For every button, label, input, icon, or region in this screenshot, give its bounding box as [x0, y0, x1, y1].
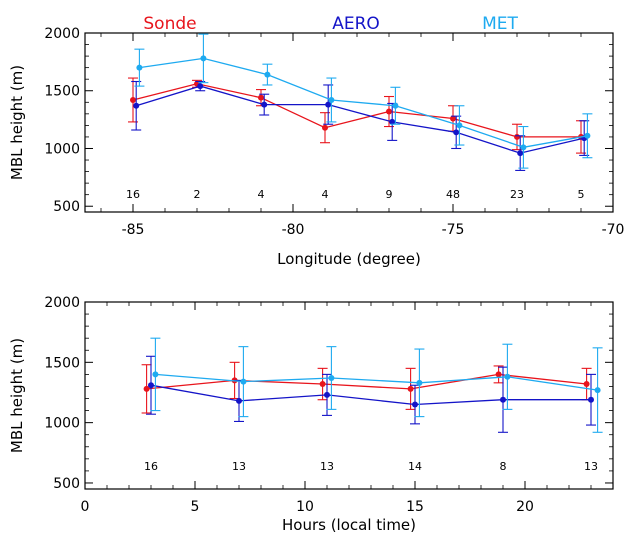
series-line	[136, 85, 585, 154]
y-tick-label: 1000	[44, 416, 80, 432]
data-point	[412, 401, 418, 408]
y-tick-label: 2000	[44, 295, 80, 311]
data-point	[392, 102, 399, 109]
sample-count-label: 9	[386, 188, 393, 201]
sample-count-label: 2	[194, 188, 201, 201]
data-point	[389, 118, 396, 125]
plot-frame	[84, 301, 614, 490]
sample-count-label: 16	[144, 460, 158, 473]
data-point	[450, 115, 456, 122]
series-line	[146, 373, 587, 390]
plot-frame	[84, 32, 614, 213]
data-point	[136, 64, 143, 71]
series-aero	[146, 355, 596, 433]
data-point	[514, 133, 520, 140]
data-point	[143, 385, 150, 392]
data-point	[324, 391, 330, 398]
y-tick-label: 500	[53, 476, 80, 492]
x-axis-title: Longitude (degree)	[277, 250, 421, 268]
sample-count-label: 23	[510, 188, 524, 201]
y-axis-title: MBL height (m)	[8, 338, 26, 453]
sample-count-label: 4	[322, 188, 329, 201]
x-axis-title: Hours (local time)	[282, 516, 416, 534]
x-tick-label: 0	[81, 499, 90, 515]
legend-label-met: MET	[482, 14, 518, 34]
x-tick-label: -80	[282, 222, 305, 238]
x-tick-label: -70	[602, 222, 625, 238]
data-point	[236, 397, 242, 404]
sample-count-label: 13	[584, 460, 598, 473]
series-line	[150, 384, 591, 406]
data-point	[240, 378, 247, 385]
series-line	[155, 373, 598, 391]
data-point	[456, 122, 463, 129]
data-point	[322, 124, 328, 131]
data-point	[200, 55, 207, 62]
legend-label-sonde: Sonde	[143, 14, 196, 34]
y-axis-title: MBL height (m)	[8, 65, 26, 180]
series-met	[150, 337, 603, 433]
y-tick-label: 500	[53, 199, 80, 215]
series-line	[132, 83, 581, 138]
data-point	[328, 96, 335, 103]
sample-count-label: 16	[126, 188, 140, 201]
data-point	[325, 101, 332, 108]
sample-count-label: 14	[408, 460, 422, 473]
x-tick-label: -85	[122, 222, 145, 238]
legend-label-aero: AERO	[332, 14, 380, 34]
y-tick-label: 1500	[44, 84, 80, 100]
sample-count-label: 48	[446, 188, 460, 201]
data-point	[495, 371, 502, 378]
data-point	[319, 381, 326, 388]
series-aero	[131, 80, 590, 171]
data-point	[130, 96, 136, 103]
data-point	[416, 379, 423, 386]
series-sonde	[128, 77, 586, 154]
data-point	[407, 385, 414, 392]
data-point	[588, 396, 594, 403]
panel-longitude: -85 -80 -75 -70 500 1000 1500 2000 Longitude (de…	[8, 14, 624, 268]
data-point	[328, 375, 335, 382]
data-point	[500, 396, 506, 403]
x-tick-label: 10	[296, 499, 314, 515]
data-point	[594, 387, 601, 394]
data-point	[258, 94, 264, 101]
data-point	[197, 83, 204, 90]
data-point	[261, 101, 268, 108]
y-tick-label: 1000	[44, 141, 80, 157]
series-line	[139, 57, 588, 148]
data-point	[152, 371, 159, 378]
x-tick-label: 5	[191, 499, 200, 515]
sample-count-label: 8	[500, 460, 507, 473]
x-tick-label: 20	[516, 499, 534, 515]
data-point	[453, 129, 460, 136]
data-point	[148, 382, 154, 389]
x-tick-label: 15	[406, 499, 424, 515]
data-point	[264, 71, 271, 78]
data-point	[583, 381, 590, 388]
data-point	[520, 144, 527, 151]
y-tick-label: 1500	[44, 355, 80, 371]
sample-count-label: 13	[320, 460, 334, 473]
series-met	[134, 33, 593, 169]
data-point	[386, 108, 392, 115]
sample-count-label: 5	[578, 188, 585, 201]
data-point	[584, 132, 591, 139]
data-point	[133, 102, 140, 109]
x-tick-label: -75	[442, 222, 465, 238]
data-point	[517, 150, 524, 157]
panel-hours: 0 5 10 15 20 500 1000 1500 2000 Hours (local time…	[8, 295, 614, 534]
data-point	[504, 373, 511, 380]
series-sonde	[141, 361, 592, 414]
sample-count-label: 13	[232, 460, 246, 473]
sample-count-label: 4	[258, 188, 265, 201]
y-tick-label: 2000	[44, 26, 80, 42]
